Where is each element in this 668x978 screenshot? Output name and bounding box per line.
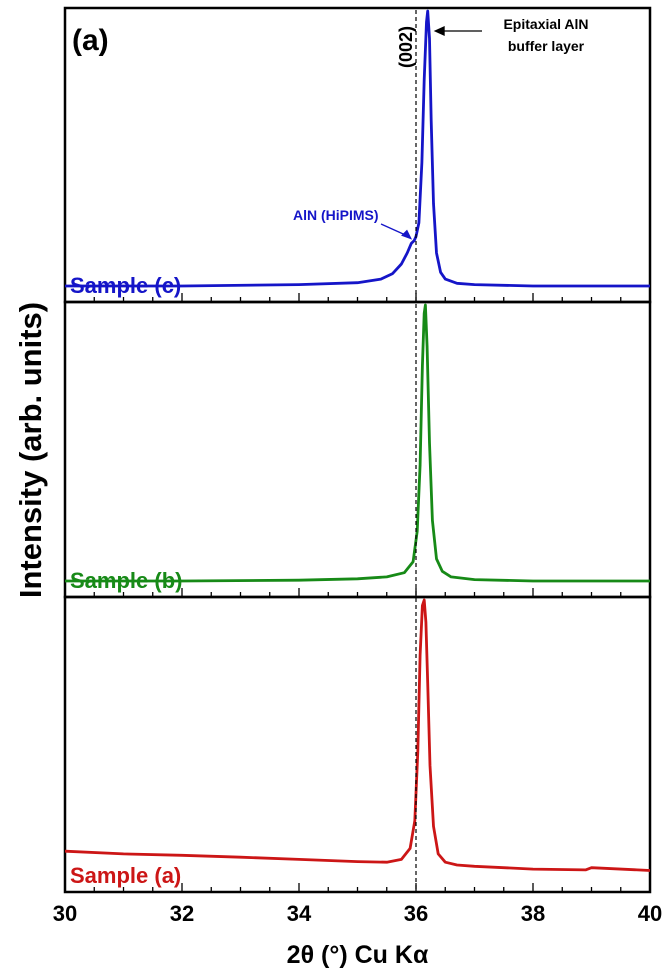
- x-tick-label: 40: [638, 901, 662, 926]
- panel-frame: [63, 595, 652, 894]
- annotation-hipims: AlN (HiPIMS): [293, 207, 379, 223]
- x-tick-label: 38: [521, 901, 545, 926]
- reference-label-002: (002): [396, 26, 416, 68]
- series-label-sample-a: Sample (a): [70, 863, 181, 888]
- panel-sample-b: Sample (b): [63, 300, 652, 599]
- plot-panels: Sample (c) AlN (HiPIMS) Epitaxial AlN buffe…: [63, 6, 652, 894]
- panel-label: (a): [72, 24, 109, 57]
- series-line-sample-b: [65, 303, 650, 583]
- panel-sample-c: Sample (c) AlN (HiPIMS) Epitaxial AlN buffe…: [63, 6, 652, 304]
- annotation-epitaxial-line1: Epitaxial AlN: [503, 16, 588, 32]
- y-axis-label: Intensity (arb. units): [13, 302, 48, 598]
- x-tick-label: 30: [53, 901, 77, 926]
- series-label-sample-b: Sample (b): [70, 568, 182, 593]
- panel-sample-a: Sample (a): [63, 595, 652, 894]
- x-tick-label: 36: [404, 901, 428, 926]
- x-tick-label: 34: [287, 901, 312, 926]
- series-label-sample-c: Sample (c): [70, 273, 181, 298]
- x-axis-label: 2θ (°) Cu Kα: [287, 941, 429, 969]
- x-tick-label: 32: [170, 901, 194, 926]
- panel-frame: [63, 300, 652, 599]
- series-line-sample-a: [64, 598, 651, 872]
- annotation-epitaxial-line2: buffer layer: [508, 38, 585, 54]
- annotation-epitaxial-arrowhead: [433, 26, 445, 36]
- series-line-sample-c: [65, 9, 650, 288]
- annotation-hipims-arrowhead: [401, 229, 413, 240]
- figure-overlay: (002) (a) 30 32 34 36 38 40 2θ (°) Cu Kα Intensit…: [13, 10, 662, 969]
